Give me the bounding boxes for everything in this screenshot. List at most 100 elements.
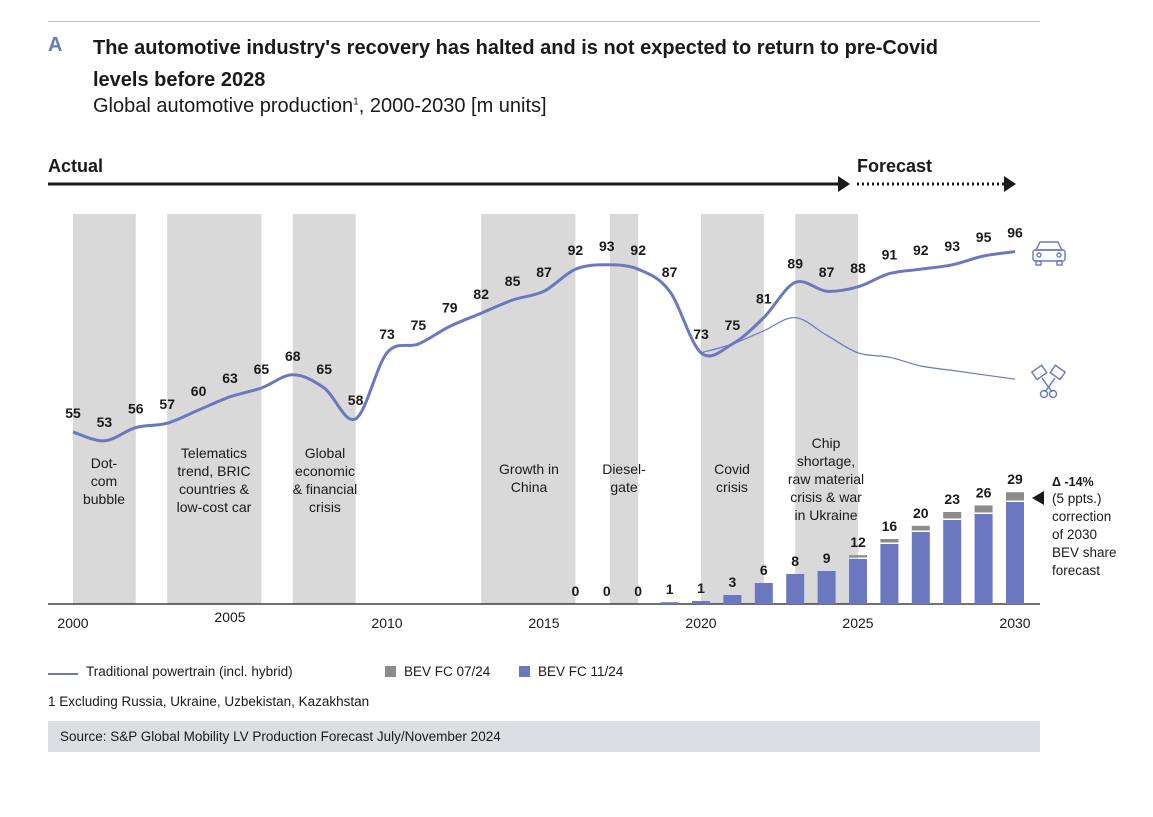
bev-jul-bar: [911, 525, 930, 531]
event-band: [609, 214, 639, 604]
total-value-label: 92: [913, 242, 929, 258]
bev-value-label: 0: [572, 583, 580, 599]
total-value-label: 82: [473, 286, 489, 302]
chart-subtitle: Global automotive production1, 2000-2030…: [93, 95, 547, 118]
total-value-label: 95: [976, 229, 992, 245]
event-band: [292, 214, 356, 604]
event-label: Growth in China: [499, 461, 559, 495]
bev-value-label: 1: [666, 581, 674, 597]
event-band: [167, 214, 262, 604]
total-value-label: 73: [693, 326, 709, 342]
total-value-label: 87: [819, 264, 835, 280]
bev-nov-bar: [943, 520, 962, 604]
total-value-label: 65: [316, 361, 332, 377]
legend-bev-nov-label: BEV FC 11/24: [538, 664, 624, 679]
x-tick-label: 2000: [57, 615, 88, 631]
bev-nov-bar: [754, 583, 773, 604]
total-value-label: 65: [254, 361, 270, 377]
piston-rod: [1044, 377, 1056, 393]
x-tick-label: 2015: [528, 615, 559, 631]
bev-nov-bar: [723, 595, 742, 604]
bev-nov-bar: [880, 544, 899, 604]
event-label: Covid crisis: [714, 461, 750, 495]
legend-bev-jul-swatch: [385, 666, 396, 677]
x-tick-label: 2010: [371, 615, 402, 631]
total-value-label: 81: [756, 291, 772, 307]
legend-bev-nov-swatch: [519, 666, 530, 677]
annotation-body: (5 ppts.) correction of 2030 BEV share forec…: [1052, 491, 1117, 578]
total-value-label: 92: [568, 242, 584, 258]
section-letter: A: [48, 34, 63, 56]
actual-arrow-head: [838, 176, 850, 192]
bev-nov-bar: [692, 601, 710, 604]
bev-jul-bar: [849, 555, 867, 558]
total-value-label: 53: [97, 414, 113, 430]
top-divider: [48, 21, 1040, 22]
subtitle-text-rest: , 2000-2030 [m units]: [358, 95, 547, 117]
bev-value-label: 0: [603, 583, 611, 599]
annotation-headline: Δ -14%: [1052, 475, 1094, 489]
bev-value-label: 8: [791, 553, 799, 569]
bev-value-label: 26: [976, 484, 992, 500]
total-value-label: 57: [159, 396, 175, 412]
source-box: Source: S&P Global Mobility LV Productio…: [48, 721, 1040, 752]
event-label: Chip shortage, raw material crisis & war in …: [788, 435, 864, 523]
bev-nov-bar: [786, 574, 805, 604]
source-text: Source: S&P Global Mobility LV Productio…: [60, 729, 501, 744]
bev-value-label: 16: [882, 518, 898, 534]
car-roof: [1034, 241, 1064, 251]
total-value-label: 56: [128, 401, 144, 417]
total-value-label: 58: [348, 392, 364, 408]
bev-nov-bar: [974, 514, 993, 604]
subtitle-footnote-mark: 1: [353, 96, 359, 108]
subtitle-text: Global automotive production: [93, 95, 354, 117]
total-value-label: 87: [662, 264, 678, 280]
total-value-label: 93: [599, 238, 615, 254]
car-headlight: [1056, 252, 1062, 258]
total-value-label: 89: [787, 255, 803, 271]
total-value-label: 55: [65, 405, 81, 421]
piston-crank: [1039, 389, 1049, 399]
bev-value-label: 9: [823, 550, 831, 566]
event-label: Global economic & financial crisis: [293, 445, 358, 515]
event-band: [701, 214, 764, 604]
total-value-label: 93: [944, 238, 960, 254]
total-value-label: 96: [1007, 225, 1023, 241]
legend-bev-jul-label: BEV FC 07/24: [404, 664, 491, 679]
car-body: [1032, 249, 1066, 262]
bev-nov-bar: [911, 532, 930, 604]
piston-head: [1030, 364, 1048, 381]
piston-rod: [1041, 377, 1053, 393]
piston-crank: [1048, 389, 1058, 399]
total-value-label: 75: [411, 317, 427, 333]
bev-value-label: 12: [850, 534, 866, 550]
event-band: [795, 214, 858, 604]
total-value-label: 92: [630, 242, 646, 258]
bev-jul-bar: [943, 512, 962, 519]
bev-jul-bar: [1006, 492, 1024, 501]
x-tick-label: 2005: [214, 609, 245, 625]
bev-value-label: 0: [634, 583, 642, 599]
bev-value-label: 29: [1007, 471, 1023, 487]
event-label: Dot-com bubble: [83, 455, 125, 507]
footnote: 1 Excluding Russia, Ukraine, Uzbekistan,…: [48, 694, 370, 709]
x-tick-label: 2025: [842, 615, 873, 631]
bev-value-label: 20: [913, 505, 929, 521]
forecast-label: Forecast: [857, 156, 932, 176]
legend-traditional-label: Traditional powertrain (incl. hybrid): [86, 664, 293, 679]
bev-value-label: 3: [729, 574, 737, 590]
x-tick-label: 2020: [685, 615, 716, 631]
event-band: [73, 214, 136, 604]
car-icon: [1032, 241, 1066, 266]
car-headlight: [1036, 252, 1042, 258]
total-value-label: 87: [536, 264, 552, 280]
legend-line-swatch: [48, 673, 78, 675]
car-wheel: [1056, 260, 1063, 266]
actual-label: Actual: [48, 156, 103, 176]
bev-jul-bar: [880, 539, 899, 543]
total-value-label: 73: [379, 326, 395, 342]
event-label: Diesel-gate: [602, 461, 646, 495]
total-value-label: 88: [850, 260, 866, 276]
piston-head: [1049, 364, 1067, 381]
